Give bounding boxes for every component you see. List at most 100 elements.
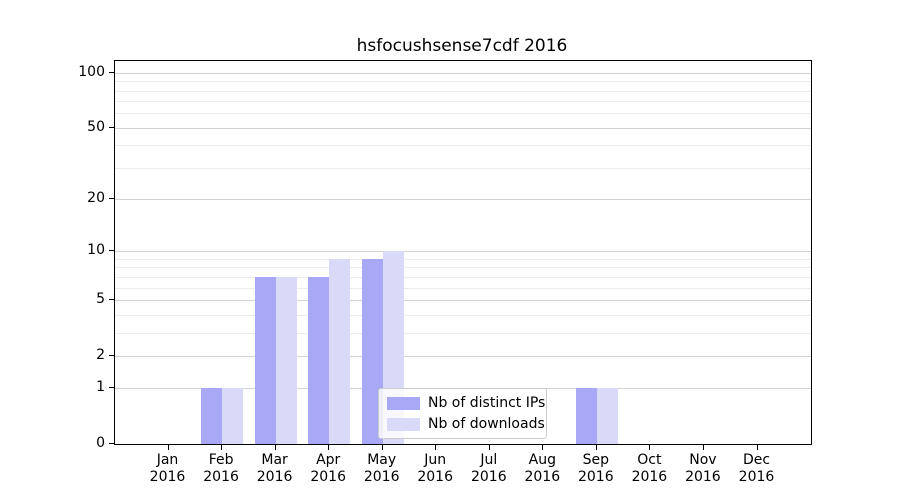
x-tick-label: Nov 2016: [663, 452, 743, 486]
x-tick-mark: [756, 445, 758, 450]
x-tick-label: May 2016: [342, 452, 422, 486]
x-tick-month: Aug: [528, 452, 556, 468]
chart-title: hsfocushsense7cdf 2016: [356, 36, 568, 56]
x-tick-month: Jul: [480, 452, 498, 468]
gridline-minor: [115, 276, 811, 278]
x-tick-mark: [702, 445, 704, 450]
legend: Nb of distinct IPs Nb of downloads: [378, 388, 547, 439]
gridline-major: [115, 127, 811, 129]
gridline-major: [115, 72, 811, 74]
x-tick-month: Feb: [208, 452, 234, 468]
x-tick-year: 2016: [149, 469, 186, 485]
bar-apr-series0: [308, 276, 330, 444]
y-tick-mark: [109, 198, 114, 200]
x-tick-year: 2016: [631, 469, 668, 485]
x-tick-month: Sep: [582, 452, 609, 468]
y-tick-label: 20: [87, 190, 105, 207]
x-tick-year: 2016: [256, 469, 293, 485]
gridline-minor: [115, 314, 811, 316]
bar-feb-series0: [201, 388, 223, 444]
legend-row-series1: Nb of downloads: [387, 416, 545, 432]
gridline-major: [115, 199, 811, 201]
legend-label-series0: Nb of distinct IPs: [428, 395, 546, 411]
y-tick-mark: [109, 298, 114, 300]
bar-apr-series1: [329, 258, 351, 444]
x-tick-mark: [435, 445, 437, 450]
x-tick-mark: [274, 445, 276, 450]
bar-sep-series1: [596, 388, 618, 444]
x-tick-label: Jul 2016: [449, 452, 529, 486]
y-tick-label: 100: [78, 63, 105, 80]
x-tick-label: Sep 2016: [556, 452, 636, 486]
x-tick-year: 2016: [310, 469, 346, 485]
y-tick-mark: [109, 387, 114, 389]
bar-feb-series1: [222, 388, 244, 444]
x-tick-mark: [488, 445, 490, 450]
x-tick-mark: [167, 445, 169, 450]
y-tick-mark: [109, 354, 114, 356]
bar-may-series0: [361, 258, 383, 444]
gridline-minor: [115, 287, 811, 289]
x-tick-month: Jun: [424, 452, 447, 468]
gridline-minor: [115, 332, 811, 334]
legend-label-series1: Nb of downloads: [428, 416, 545, 432]
y-tick-mark: [109, 443, 114, 444]
gridline-minor: [115, 167, 811, 169]
bar-mar-series1: [275, 276, 297, 444]
x-tick-mark: [542, 445, 544, 450]
bar-sep-series0: [575, 388, 597, 444]
gridline-minor: [115, 90, 811, 92]
x-tick-month: Oct: [637, 452, 662, 468]
y-tick-label: 2: [96, 346, 105, 363]
bar-mar-series0: [254, 276, 276, 444]
legend-swatch-series1: [387, 417, 420, 431]
x-tick-label: Apr 2016: [288, 452, 368, 486]
x-tick-year: 2016: [470, 469, 507, 485]
gridline-major: [115, 299, 811, 301]
gridline-minor: [115, 101, 811, 103]
y-tick-mark: [109, 126, 114, 128]
x-tick-year: 2016: [577, 469, 614, 485]
x-tick-year: 2016: [203, 469, 239, 485]
x-tick-mark: [381, 445, 383, 450]
x-tick-year: 2016: [417, 469, 453, 485]
x-tick-label: Dec 2016: [717, 452, 797, 486]
y-tick-label: 0: [96, 435, 105, 451]
y-tick-mark: [109, 71, 114, 73]
x-tick-month: Jan: [156, 452, 179, 468]
x-tick-year: 2016: [738, 469, 775, 485]
x-tick-label: Oct 2016: [609, 452, 689, 486]
gridline-minor: [115, 267, 811, 269]
x-tick-mark: [328, 445, 330, 450]
plot-area: [114, 60, 812, 445]
x-tick-mark: [595, 445, 597, 450]
gridline-minor: [115, 145, 811, 147]
x-tick-label: Mar 2016: [235, 452, 315, 486]
x-tick-month: Dec: [742, 452, 771, 468]
x-tick-mark: [221, 445, 223, 450]
gridline-minor: [115, 258, 811, 260]
x-tick-month: Mar: [261, 452, 288, 468]
x-tick-year: 2016: [363, 469, 400, 485]
legend-swatch-series0: [387, 396, 420, 410]
x-tick-month: May: [367, 452, 397, 468]
y-tick-label: 1: [96, 379, 105, 396]
y-tick-label: 50: [87, 118, 105, 135]
x-tick-month: Apr: [316, 452, 341, 468]
gridline-minor: [115, 81, 811, 83]
y-tick-label: 10: [87, 242, 105, 259]
y-tick-mark: [109, 250, 114, 252]
x-tick-label: Feb 2016: [181, 452, 261, 486]
gridline-major: [115, 355, 811, 357]
x-tick-year: 2016: [685, 469, 721, 485]
gridline-minor: [115, 113, 811, 115]
legend-row-series0: Nb of distinct IPs: [387, 395, 545, 411]
x-tick-year: 2016: [524, 469, 561, 485]
y-tick-label: 5: [96, 290, 105, 307]
x-tick-month: Nov: [689, 452, 717, 468]
x-tick-label: Jan 2016: [128, 452, 208, 486]
gridline-major: [115, 251, 811, 253]
x-tick-label: Jun 2016: [395, 452, 475, 486]
x-tick-mark: [649, 445, 651, 450]
